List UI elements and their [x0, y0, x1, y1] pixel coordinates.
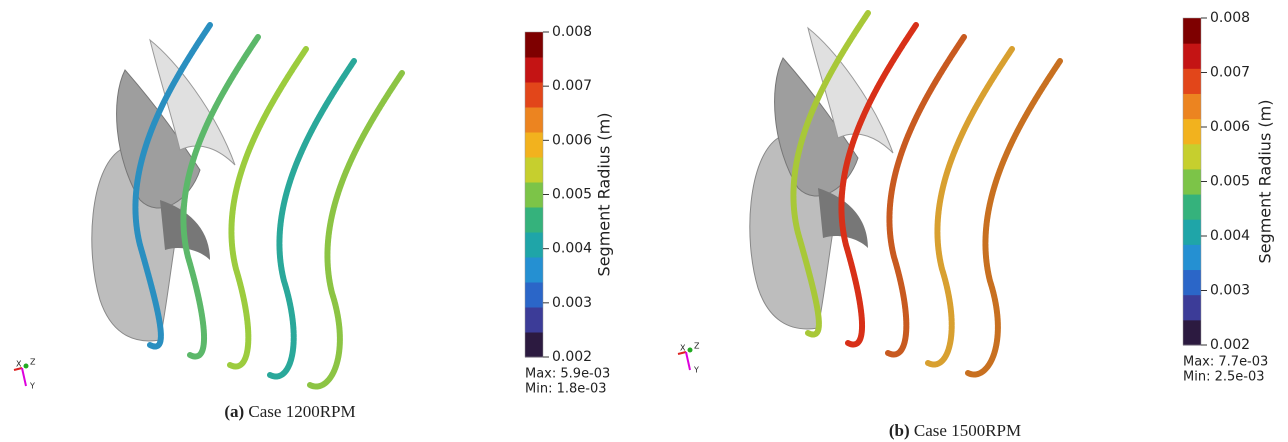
triad-label: Y: [693, 366, 699, 375]
colorbar-band: [525, 82, 543, 108]
caption-label: (a): [224, 402, 244, 421]
colorbar-tick-label: 0.003: [552, 295, 592, 311]
triad-z: [24, 364, 29, 369]
caption: (a) Case 1200RPM: [224, 402, 355, 421]
colorbar-band: [525, 207, 543, 233]
triad-y: [686, 352, 690, 370]
colorbar-band: [525, 32, 543, 58]
triad-label: Z: [30, 358, 36, 367]
propeller: [92, 25, 402, 387]
helix-track: [310, 73, 402, 387]
colorbar-band: [1183, 18, 1201, 44]
colorbar-band: [1183, 43, 1201, 69]
colorbar-band: [1183, 119, 1201, 145]
caption-text: Case 1500RPM: [914, 421, 1021, 440]
colorbar-band: [1183, 68, 1201, 94]
triad-label: Y: [29, 382, 35, 391]
colorbar-band: [1183, 93, 1201, 119]
triad-label: Z: [694, 342, 700, 351]
colorbar-band: [525, 182, 543, 208]
colorbar-tick-label: 0.007: [1210, 65, 1250, 81]
min-label: Min: 1.8e-03: [525, 382, 607, 397]
colorbar-tick-label: 0.005: [1210, 174, 1250, 190]
colorbar-tick-label: 0.002: [552, 349, 592, 365]
colorbar-band: [1183, 320, 1201, 346]
colorbar-band: [525, 132, 543, 158]
colorbar-band: [1183, 219, 1201, 245]
colorbar-tick-label: 0.002: [1210, 337, 1250, 353]
panel: 0.002 0.003 0.004 0.005 0.006 0.007 0.008 Segme…: [678, 10, 1275, 440]
colorbar-band: [525, 282, 543, 308]
colorbar-tick-label: 0.007: [552, 78, 592, 94]
colorbar-tick-label: 0.008: [1210, 10, 1250, 26]
helix-track: [968, 61, 1060, 375]
max-label: Max: 7.7e-03: [1183, 355, 1268, 370]
colorbar-band: [525, 257, 543, 283]
colorbar-band: [525, 332, 543, 358]
colorbar-tick-label: 0.005: [552, 187, 592, 203]
max-label: Max: 5.9e-03: [525, 367, 610, 382]
caption-text: Case 1200RPM: [248, 402, 355, 421]
colorbar-band: [1183, 194, 1201, 220]
colorbar-tick-label: 0.003: [1210, 283, 1250, 299]
caption: (b) Case 1500RPM: [889, 421, 1021, 440]
colorbar-label: Segment Radius (m): [1256, 100, 1275, 264]
min-label: Min: 2.5e-03: [1183, 370, 1265, 385]
colorbar-band: [1183, 144, 1201, 170]
figure: 0.002 0.003 0.004 0.005 0.006 0.007 0.008 Segme…: [0, 0, 1288, 442]
triad-z: [688, 348, 693, 353]
colorbar-band: [525, 157, 543, 183]
colorbar-band: [1183, 295, 1201, 321]
colorbar-label: Segment Radius (m): [595, 113, 614, 277]
panel: 0.002 0.003 0.004 0.005 0.006 0.007 0.008 Segme…: [14, 24, 614, 421]
colorbar-band: [525, 232, 543, 258]
colorbar-band: [1183, 270, 1201, 296]
colorbar-tick-label: 0.006: [1210, 119, 1250, 135]
caption-label: (b): [889, 421, 910, 440]
colorbar-tick-label: 0.008: [552, 24, 592, 40]
colorbar-band: [1183, 244, 1201, 270]
colorbar-band: [525, 57, 543, 83]
colorbar-tick-label: 0.004: [552, 241, 592, 257]
colorbar-band: [525, 307, 543, 333]
propeller: [750, 13, 1060, 375]
colorbar-band: [525, 107, 543, 133]
triad-label: X: [680, 344, 686, 353]
triad-label: X: [16, 360, 22, 369]
colorbar-band: [1183, 169, 1201, 195]
triad-y: [22, 368, 26, 386]
colorbar-tick-label: 0.004: [1210, 228, 1250, 244]
colorbar-tick-label: 0.006: [552, 132, 592, 148]
